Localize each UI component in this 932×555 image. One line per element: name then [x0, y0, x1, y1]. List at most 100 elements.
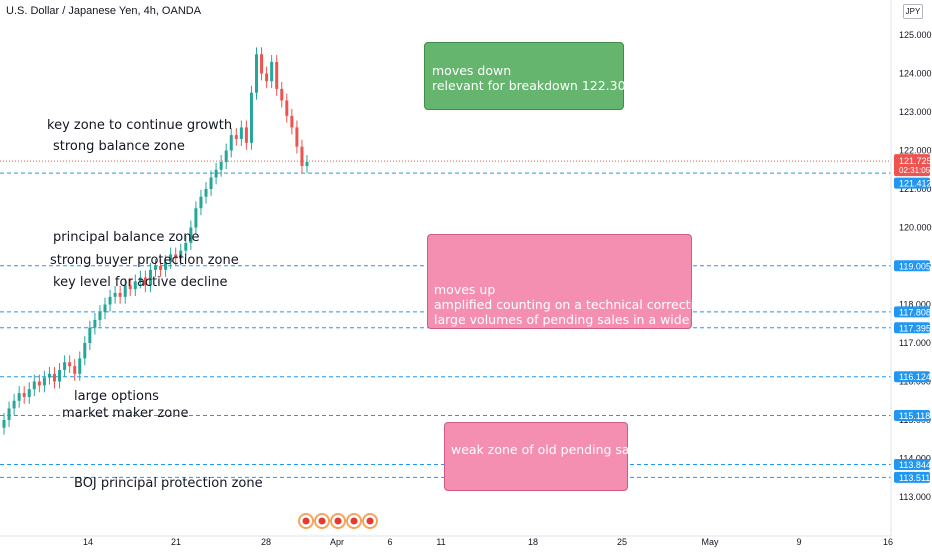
candle-body[interactable]	[22, 393, 26, 397]
candle-body[interactable]	[2, 420, 6, 428]
candle-body[interactable]	[184, 242, 188, 251]
time-axis-label: 28	[261, 537, 271, 547]
candle-body[interactable]	[32, 381, 36, 390]
candle-body[interactable]	[42, 377, 46, 386]
candle-body[interactable]	[53, 373, 56, 382]
candles-layer	[2, 47, 309, 435]
annotation-principal-balance-zone: principal balance zone	[53, 230, 200, 245]
candle-body[interactable]	[204, 189, 208, 197]
candle-body[interactable]	[133, 281, 137, 290]
currency-badge[interactable]: JPY	[903, 4, 923, 19]
candle-body[interactable]	[138, 277, 142, 282]
annotation-large-options: large options	[74, 389, 159, 404]
candle-body[interactable]	[224, 150, 228, 163]
candle-body[interactable]	[103, 304, 107, 313]
candle-body[interactable]	[234, 135, 238, 139]
candle-body[interactable]	[73, 366, 77, 374]
candle-body[interactable]	[219, 162, 223, 170]
flag-icon	[318, 517, 326, 525]
current-price-label: 121.725	[899, 156, 932, 166]
event-markers	[298, 513, 378, 529]
candle-body[interactable]	[159, 266, 163, 270]
box-moves-down[interactable]: moves down relevant for breakdown 122.30…	[424, 42, 646, 110]
candle-body[interactable]	[300, 146, 304, 166]
candle-body[interactable]	[37, 381, 41, 386]
candle-body[interactable]	[148, 269, 152, 286]
candle-body[interactable]	[128, 285, 132, 290]
candle-body[interactable]	[154, 266, 157, 270]
candle-body[interactable]	[108, 296, 112, 305]
candle-body[interactable]	[88, 327, 92, 343]
current-price-tag[interactable]	[894, 154, 930, 177]
price-axis-label: 122.000	[899, 146, 932, 156]
candle-body[interactable]	[123, 285, 127, 297]
candle-body[interactable]	[285, 100, 289, 116]
candle-body[interactable]	[113, 292, 117, 297]
time-axis-label: 6	[387, 537, 392, 547]
candle-body[interactable]	[295, 127, 299, 147]
candle-body[interactable]	[239, 127, 243, 139]
annotation-market-maker-zone: market maker zone	[62, 406, 189, 421]
candle-body[interactable]	[93, 319, 97, 328]
annotation-key-zone-growth: key zone to continue growth	[47, 118, 233, 133]
box-moves-down-line-1: moves down	[432, 63, 512, 78]
level-price-label: 119.005	[899, 261, 931, 271]
time-axis-label: 21	[171, 537, 181, 547]
candle-body[interactable]	[275, 61, 279, 89]
candle-body[interactable]	[199, 196, 203, 209]
level-price-tag[interactable]	[894, 177, 930, 189]
candle-body[interactable]	[255, 54, 258, 93]
level-price-tag[interactable]	[894, 471, 930, 483]
box-moves-up[interactable]: moves up amplified counting on a technic…	[427, 234, 730, 329]
time-axis-label: 18	[528, 537, 538, 547]
candle-body[interactable]	[244, 127, 248, 143]
candle-countdown: 02:31:05	[899, 166, 931, 175]
candle-body[interactable]	[249, 92, 253, 143]
candle-body[interactable]	[78, 358, 82, 374]
candle-body[interactable]	[169, 254, 173, 263]
candle-body[interactable]	[229, 135, 233, 151]
candle-body[interactable]	[27, 389, 31, 397]
candle-body[interactable]	[174, 254, 178, 259]
candle-body[interactable]	[17, 393, 21, 401]
level-price-tag[interactable]	[894, 306, 930, 318]
time-axis-label: 14	[83, 537, 93, 547]
price-axis-label: 118.000	[899, 300, 931, 310]
candle-body[interactable]	[260, 54, 264, 74]
level-price-tag[interactable]	[894, 260, 930, 272]
candle-body[interactable]	[270, 61, 274, 82]
candle-body[interactable]	[83, 343, 87, 359]
annotation-key-level-active-decline: key level for active decline	[53, 275, 228, 290]
candle-body[interactable]	[12, 400, 16, 409]
candle-body[interactable]	[164, 262, 168, 270]
level-price-tag[interactable]	[894, 371, 930, 383]
candle-body[interactable]	[209, 177, 213, 189]
time-axis-label: 25	[617, 537, 627, 547]
level-price-label: 121.412	[899, 179, 932, 189]
level-price-tag[interactable]	[894, 322, 930, 334]
level-price-tag[interactable]	[894, 459, 930, 471]
candle-body[interactable]	[58, 369, 62, 382]
chart-title: U.S. Dollar / Japanese Yen, 4h, OANDA	[6, 5, 202, 17]
time-axis: 14 21 28 Apr 6 11 18 25 May 9 16	[83, 537, 893, 547]
time-axis-label: May	[701, 537, 719, 547]
box-weak-zone[interactable]: weak zone of old pending sales	[444, 422, 647, 491]
candle-body[interactable]	[98, 312, 102, 320]
candle-body[interactable]	[280, 88, 284, 101]
candle-body[interactable]	[7, 408, 11, 420]
price-axis-label: 123.000	[899, 107, 932, 117]
candle-body[interactable]	[68, 362, 72, 367]
candle-body[interactable]	[194, 208, 198, 228]
candle-body[interactable]	[265, 73, 269, 82]
candle-body[interactable]	[179, 250, 183, 259]
level-price-tag[interactable]	[894, 409, 930, 421]
candle-body[interactable]	[143, 277, 147, 286]
candle-body[interactable]	[118, 292, 122, 297]
candle-body[interactable]	[47, 373, 51, 378]
candle-body[interactable]	[290, 115, 294, 128]
candle-body[interactable]	[214, 169, 218, 178]
candle-body[interactable]	[63, 362, 67, 370]
candle-body[interactable]	[305, 162, 309, 166]
candle-body[interactable]	[189, 227, 193, 243]
